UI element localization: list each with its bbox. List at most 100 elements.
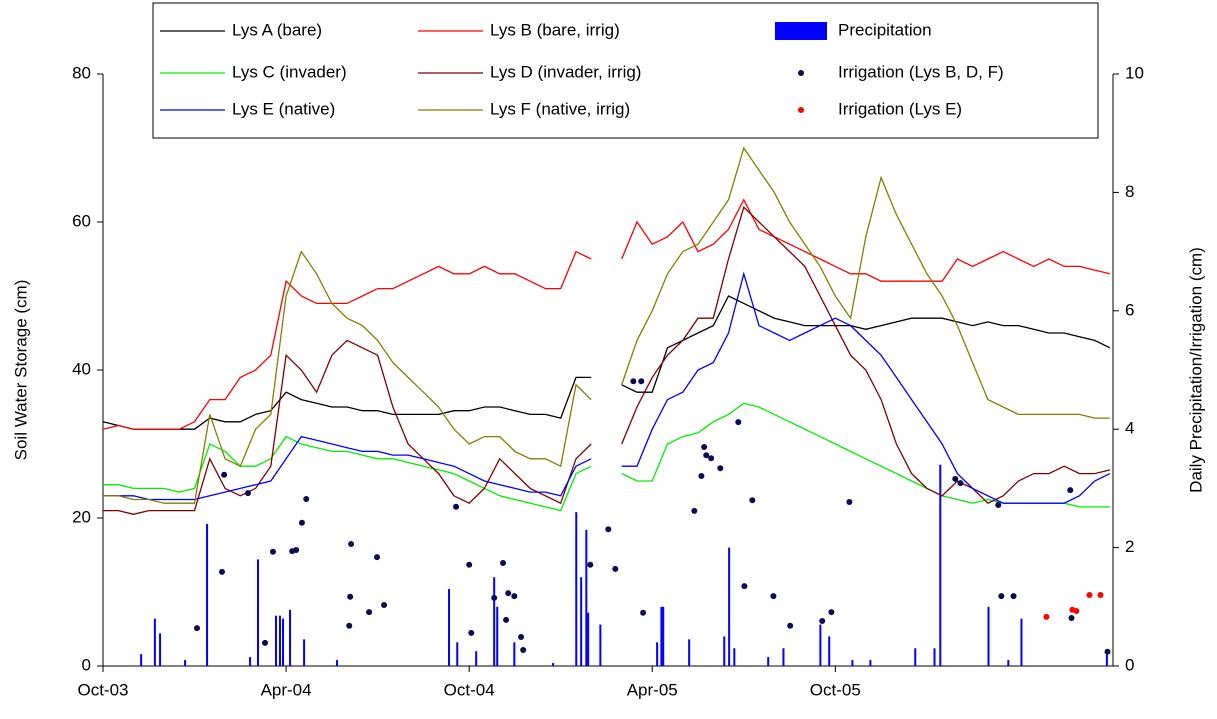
precip-bar bbox=[656, 642, 659, 666]
precip-bar bbox=[275, 615, 278, 666]
irrigation-point bbox=[998, 593, 1005, 600]
precip-bar bbox=[153, 618, 156, 666]
legend-label: Irrigation (Lys B, D, F) bbox=[838, 62, 1004, 81]
irrigation-point bbox=[587, 561, 594, 568]
irrigation-point bbox=[828, 609, 835, 616]
irrigation-point bbox=[262, 639, 269, 646]
precip-bar bbox=[987, 606, 990, 666]
x-tick-label: Oct-03 bbox=[77, 680, 128, 699]
precip-bar bbox=[249, 657, 252, 666]
legend-box bbox=[152, 2, 1099, 139]
precip-bar bbox=[1007, 660, 1010, 666]
precip-bar bbox=[1105, 654, 1108, 666]
irrigation-point bbox=[741, 583, 748, 590]
legend-label: Precipitation bbox=[838, 20, 932, 39]
irrigation-point bbox=[511, 593, 518, 600]
y2-tick-label: 4 bbox=[1125, 419, 1134, 438]
y2-tick-label: 6 bbox=[1125, 300, 1134, 319]
irrigation-point bbox=[491, 594, 498, 601]
precip-bar bbox=[456, 642, 459, 666]
precip-bar bbox=[767, 657, 770, 666]
irrigation-point bbox=[298, 519, 305, 526]
x-tick-label: Oct-04 bbox=[444, 680, 495, 699]
irrigation-point bbox=[612, 565, 619, 572]
precip-bar bbox=[282, 618, 285, 666]
precip-bar bbox=[939, 464, 942, 666]
irrigation-point bbox=[346, 622, 353, 629]
irrigation-point bbox=[952, 475, 959, 482]
precip-bar bbox=[723, 636, 726, 666]
irrigation-point bbox=[1086, 591, 1093, 598]
precip-bar bbox=[819, 624, 822, 666]
legend-swatch bbox=[775, 22, 827, 40]
irrigation-point bbox=[466, 561, 473, 568]
series-line bbox=[102, 295, 1111, 430]
legend: Lys A (bare) Lys B (bare, irrig) Lys C (in… bbox=[152, 2, 1099, 139]
irrigation-point bbox=[348, 541, 355, 548]
legend-label: Lys D (invader, irrig) bbox=[490, 62, 641, 81]
irrigation-point bbox=[1104, 648, 1111, 655]
irrigation-point bbox=[1010, 593, 1017, 600]
y-axis-label: Soil Water Storage (cm) bbox=[11, 280, 30, 461]
irrigation-point bbox=[1068, 615, 1075, 622]
irrigation-point bbox=[1097, 591, 1104, 598]
legend-swatch bbox=[798, 70, 804, 76]
irrigation-point bbox=[787, 622, 794, 629]
irrigation-point bbox=[1043, 613, 1050, 620]
irrigation-point bbox=[640, 609, 647, 616]
precip-bar bbox=[513, 642, 516, 666]
precip-bar bbox=[1020, 618, 1023, 666]
precip-bar bbox=[828, 636, 831, 666]
precip-bar bbox=[475, 651, 478, 666]
y2-tick-label: 10 bbox=[1125, 63, 1144, 82]
precip-bar bbox=[580, 577, 583, 666]
irrigation-point bbox=[846, 499, 853, 506]
y-tick-label: 80 bbox=[72, 63, 91, 82]
precip-bar bbox=[159, 633, 162, 666]
irrigation-point bbox=[366, 609, 373, 616]
precip-bar bbox=[206, 523, 209, 666]
y2-tick-label: 2 bbox=[1125, 537, 1134, 556]
precip-bar bbox=[733, 648, 736, 666]
irrigation-point bbox=[691, 507, 698, 514]
irrigation-point bbox=[374, 554, 381, 561]
y-tick-label: 60 bbox=[72, 211, 91, 230]
legend-label: Lys A (bare) bbox=[232, 20, 322, 39]
precip-bar bbox=[493, 577, 496, 666]
irrigation-point bbox=[244, 490, 251, 497]
irrigation-point bbox=[269, 548, 276, 555]
legend-label: Lys F (native, irrig) bbox=[490, 99, 630, 118]
precip-bar bbox=[599, 624, 602, 666]
precip-bar bbox=[662, 606, 665, 666]
irrigation-point bbox=[749, 497, 756, 504]
irrigation-point bbox=[605, 526, 612, 533]
legend-swatch bbox=[798, 107, 804, 113]
x-tick-label: Oct-05 bbox=[810, 680, 861, 699]
irrigation-point bbox=[503, 616, 510, 623]
precip-bar bbox=[782, 648, 785, 666]
irrigation-point bbox=[505, 590, 512, 597]
legend-label: Lys C (invader) bbox=[232, 62, 347, 81]
irrigation-point bbox=[698, 472, 705, 479]
precip-bar bbox=[336, 660, 339, 666]
precip-bar bbox=[496, 606, 499, 666]
precip-bar bbox=[575, 512, 578, 666]
irrigation-point bbox=[819, 618, 826, 625]
irrigation-point bbox=[453, 503, 460, 510]
irrigation-point bbox=[347, 593, 354, 600]
precip-bar bbox=[587, 612, 590, 666]
precip-bar bbox=[289, 609, 292, 666]
y2-axis-label: Daily Precipitation/Irrigation (cm) bbox=[1186, 247, 1205, 493]
irrigation-point bbox=[303, 496, 310, 503]
irrigation-point bbox=[219, 568, 226, 575]
precip-bar bbox=[257, 559, 260, 666]
precip-bar bbox=[728, 547, 731, 666]
legend-label: Irrigation (Lys E) bbox=[838, 99, 962, 118]
irrigation-point bbox=[1067, 487, 1074, 494]
irrigation-point bbox=[381, 602, 388, 609]
irrigation-point bbox=[995, 501, 1002, 508]
precip-bar bbox=[184, 660, 187, 666]
irrigation-point bbox=[701, 443, 708, 450]
precip-bar bbox=[933, 648, 936, 666]
